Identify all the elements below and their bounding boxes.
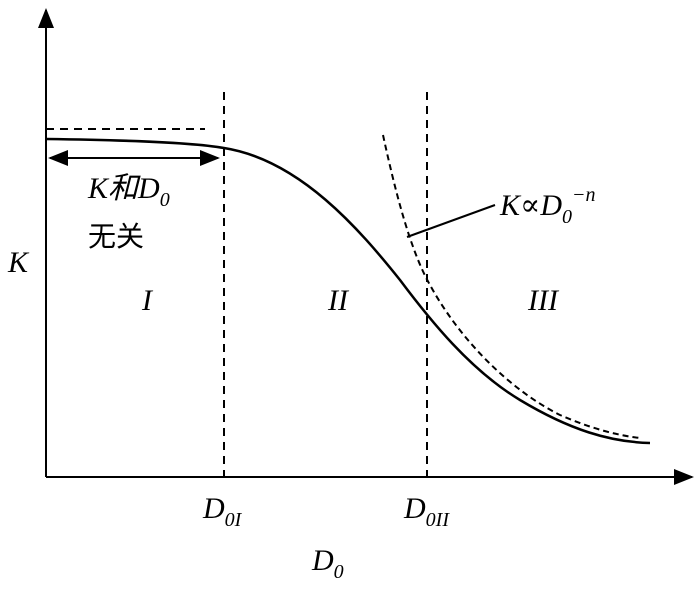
k-curve (45, 137, 651, 445)
note-sub: 0 (562, 206, 572, 228)
region-1: I (141, 284, 154, 317)
x-label-main: D (311, 544, 334, 577)
power-law-curve (382, 134, 641, 439)
mark-sub: 0 (225, 509, 235, 531)
region-2: II (327, 284, 350, 317)
mark-roman: II (435, 509, 451, 531)
note-sup: −n (572, 184, 596, 206)
x-label-sub: 0 (334, 561, 344, 583)
y-label: K (7, 246, 30, 279)
left-note-2: 无关 (88, 220, 144, 253)
x-mark-1: D0I (202, 492, 243, 531)
x-mark-2: D0II (403, 492, 450, 531)
left-note-1: K和D0 (87, 172, 170, 211)
mark-main: D (403, 492, 426, 525)
note-main: K和D (87, 172, 160, 205)
mark-main: D (202, 492, 225, 525)
curve-note: K∝D0−n (499, 184, 595, 228)
note-sub: 0 (160, 189, 170, 211)
leader-line (406, 204, 496, 238)
note-main: K∝D (499, 189, 562, 222)
x-label: D0 (311, 544, 344, 583)
region-3: III (527, 284, 560, 317)
mark-sub: 0 (426, 509, 436, 531)
mark-roman: I (234, 509, 243, 531)
